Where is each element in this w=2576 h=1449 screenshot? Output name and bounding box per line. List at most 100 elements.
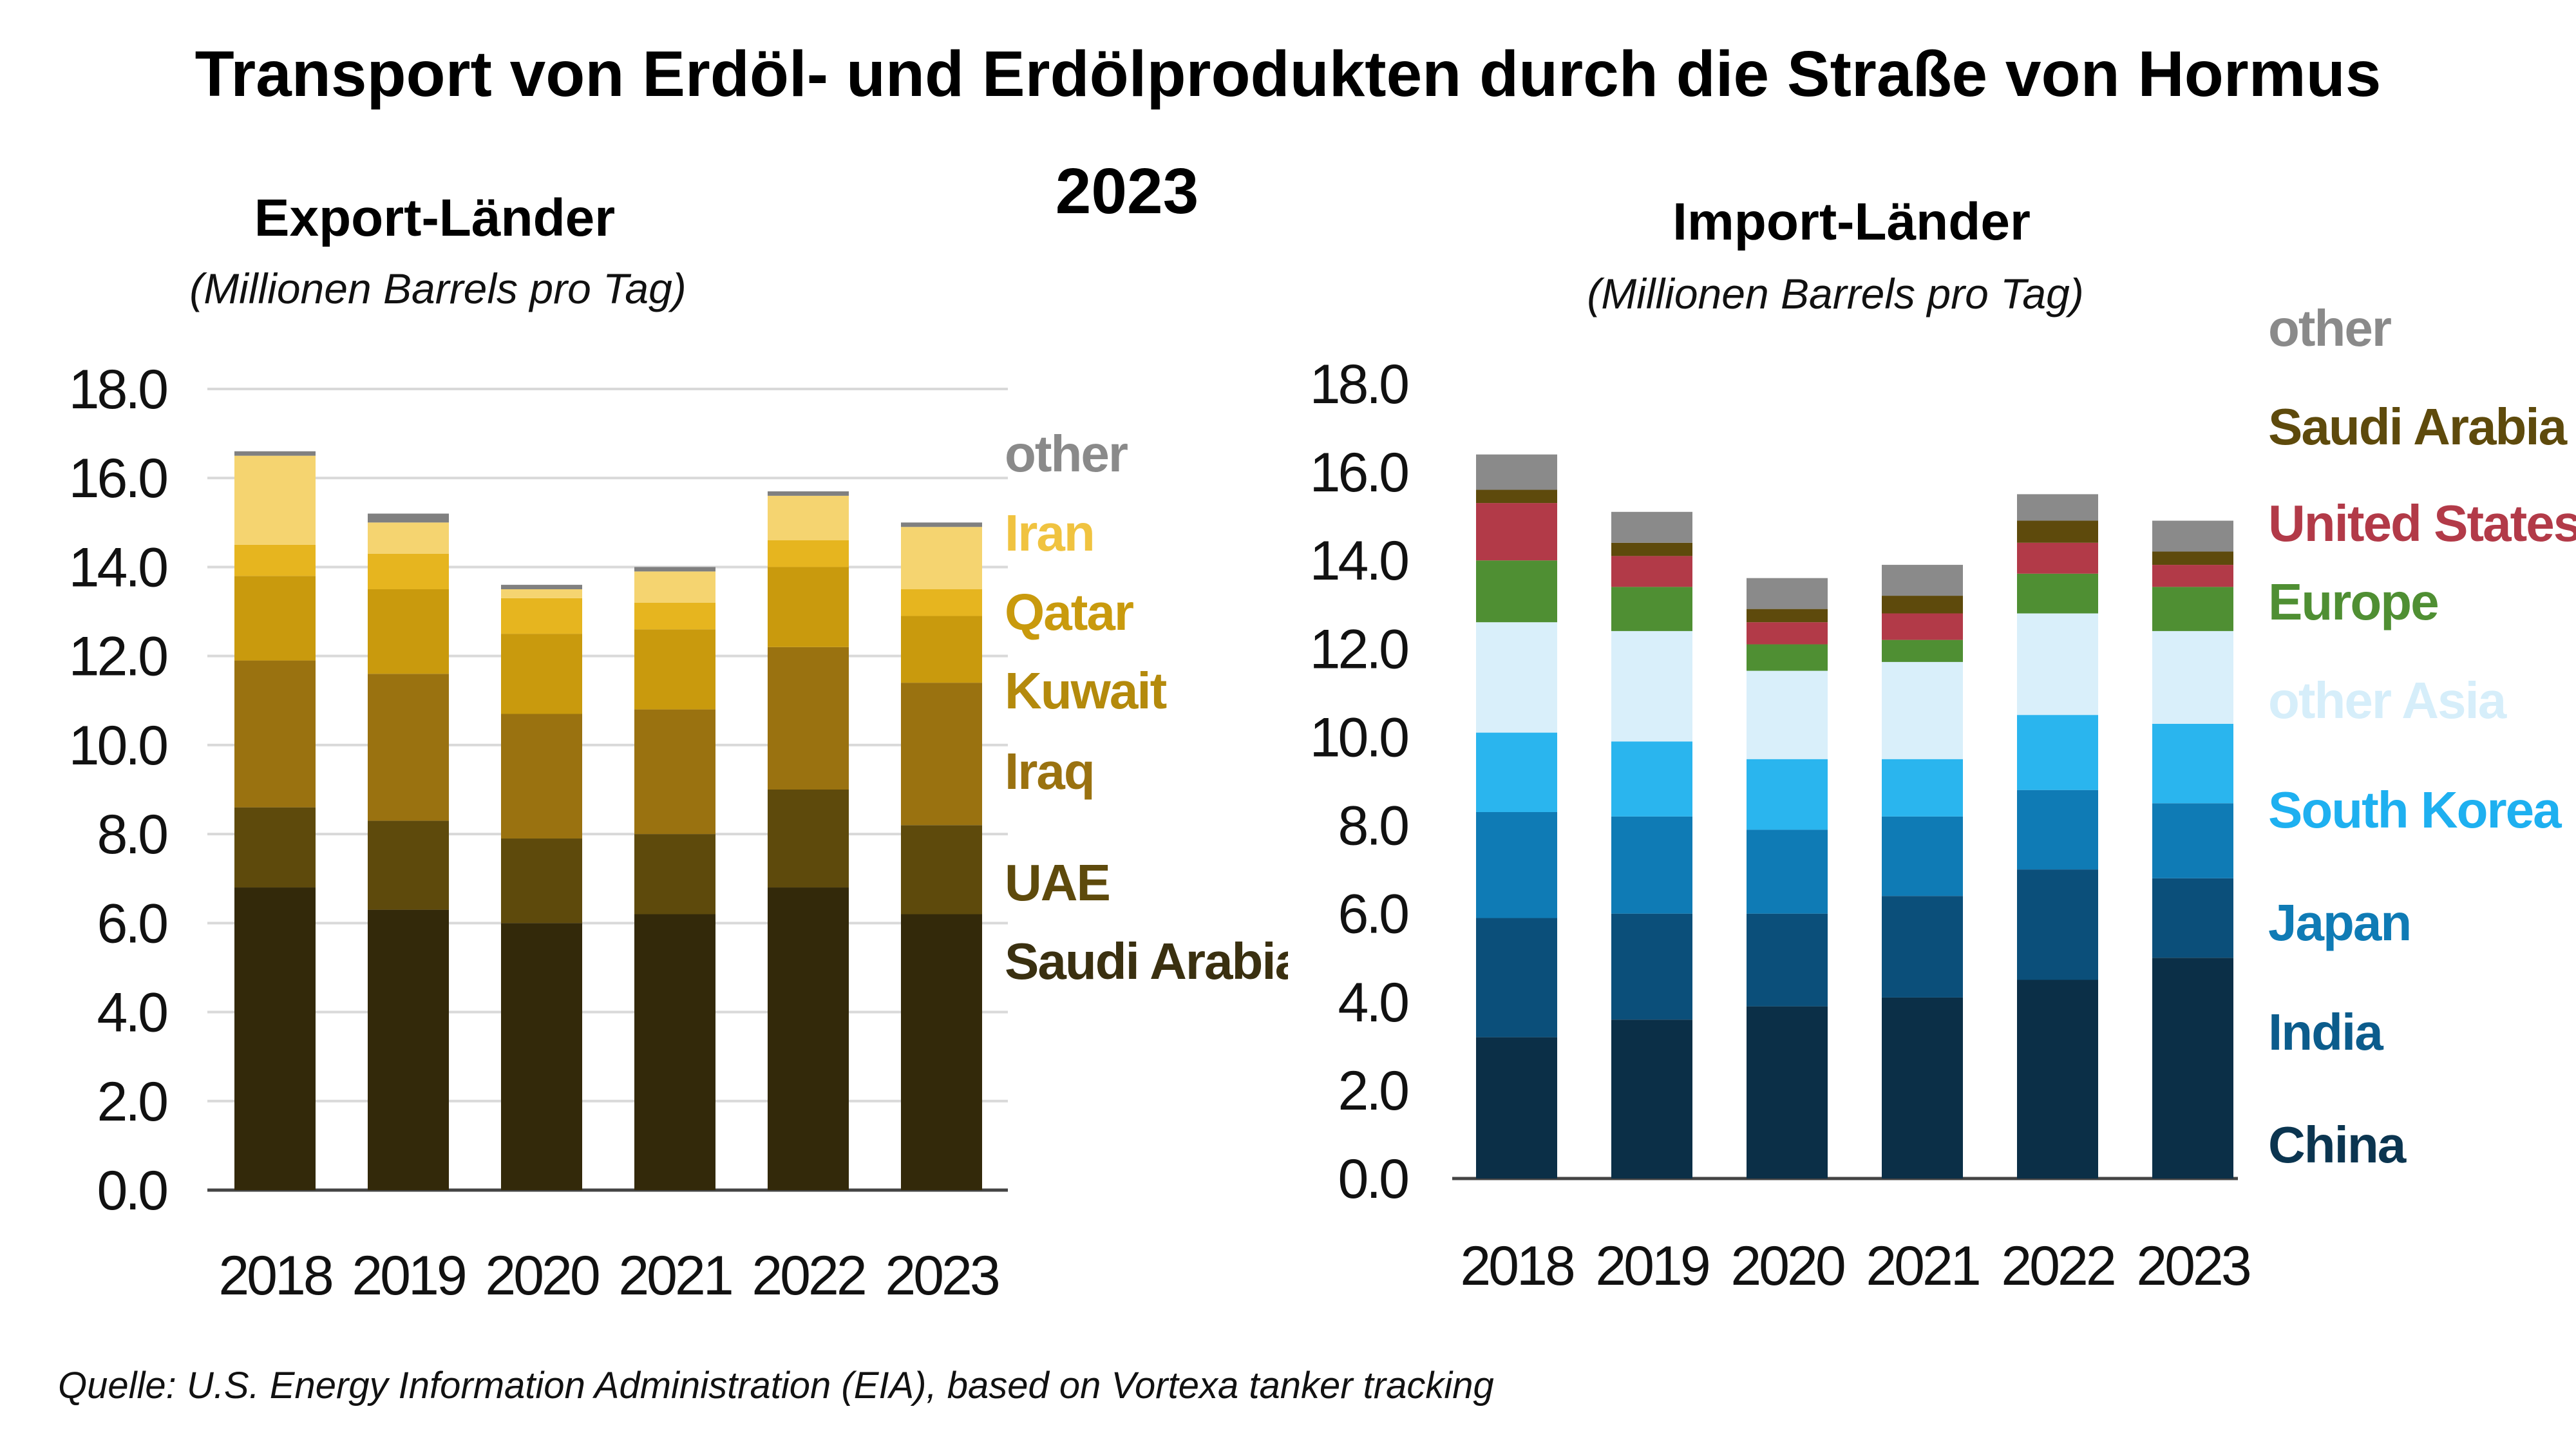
- export-bar-iran-2023: [901, 527, 982, 589]
- export-bar-iraq-2021: [634, 709, 715, 835]
- import-bar-india-2021: [1882, 896, 1963, 998]
- export-bar-other-2019: [368, 513, 449, 523]
- export-x-tick-label: 2019: [352, 1245, 464, 1307]
- import-bar-china-2021: [1882, 997, 1963, 1179]
- import-bar-other-2023: [2152, 520, 2233, 552]
- export-y-tick-label: 2.0: [97, 1071, 167, 1133]
- import-bar-europe-2019: [1611, 587, 1692, 631]
- import-bar-other-2022: [2017, 494, 2098, 521]
- import-bar-other-2019: [1611, 511, 1692, 543]
- import-bar-other-asia-2019: [1611, 630, 1692, 742]
- import-bar-europe-2023: [2152, 587, 2233, 631]
- export-bar-kuwait-2021: [634, 629, 715, 710]
- export-bar-saudi-arabia-2021: [634, 914, 715, 1190]
- export-bar-qatar-2021: [634, 602, 715, 630]
- import-bar-china-2022: [2017, 980, 2098, 1179]
- import-bar-other-asia-2018: [1476, 622, 1557, 733]
- import-bar-saudi-arabia-2023: [2152, 551, 2233, 565]
- import-bar-saudi-arabia-2020: [1747, 609, 1828, 623]
- import-bar-united-states-2023: [2152, 565, 2233, 587]
- export-bar-iran-2018: [234, 455, 316, 545]
- import-x-tick-label: 2019: [1595, 1235, 1708, 1297]
- import-chart: 0.0 2.0 4.0 6.0 8.0 10.0 12.0 14.0 16.0 18.0 2018 2…: [1310, 299, 2576, 1297]
- import-y-tick-label: 8.0: [1338, 795, 1408, 857]
- import-bar-japan-2021: [1882, 816, 1963, 896]
- import-bar-india-2019: [1611, 913, 1692, 1020]
- export-y-tick-label: 16.0: [69, 448, 167, 509]
- import-x-tick-label: 2023: [2136, 1235, 2249, 1297]
- import-chart-title: Import-Länder: [1672, 193, 2031, 251]
- import-y-tick-label: 4.0: [1338, 972, 1408, 1034]
- export-bar-other-2023: [901, 522, 982, 527]
- export-bar-saudi-arabia-2022: [768, 887, 849, 1190]
- import-legend-europe: Europe: [2268, 573, 2438, 630]
- import-x-tick-label: 2022: [2001, 1235, 2114, 1297]
- import-legend-south-korea: South Korea: [2268, 781, 2562, 838]
- import-y-tick-label: 18.0: [1310, 354, 1408, 415]
- import-y-tick-label: 0.0: [1338, 1148, 1408, 1210]
- export-x-tick-label: 2021: [618, 1245, 731, 1307]
- export-bar-iraq-2020: [501, 714, 582, 839]
- import-bar-saudi-arabia-2018: [1476, 489, 1557, 504]
- export-bar-iran-2021: [634, 571, 715, 603]
- import-y-tick-label: 14.0: [1310, 530, 1408, 592]
- export-bar-iraq-2023: [901, 683, 982, 826]
- import-bar-china-2019: [1611, 1019, 1692, 1179]
- export-bar-other-2020: [501, 585, 582, 589]
- export-legend-other: other: [1005, 425, 1128, 482]
- import-bar-south-korea-2018: [1476, 732, 1557, 812]
- import-legend-japan: Japan: [2268, 894, 2410, 951]
- export-legend-iraq: Iraq: [1005, 743, 1094, 800]
- import-bar-japan-2018: [1476, 811, 1557, 918]
- import-bar-japan-2022: [2017, 790, 2098, 870]
- export-bar-qatar-2023: [901, 589, 982, 616]
- export-bar-iraq-2019: [368, 674, 449, 821]
- page-title: Transport von Erdöl- und Erdölprodukten …: [194, 38, 2382, 110]
- export-bar-qatar-2018: [234, 544, 316, 576]
- import-bar-united-states-2022: [2017, 542, 2098, 574]
- import-legend-other: other: [2268, 299, 2391, 357]
- import-bar-other-2018: [1476, 454, 1557, 490]
- export-y-tick-label: 12.0: [69, 626, 167, 688]
- export-legend-qatar: Qatar: [1005, 583, 1133, 641]
- import-chart-subtitle: (Millionen Barrels pro Tag): [1587, 270, 2084, 317]
- export-y-tick-label: 6.0: [97, 893, 167, 954]
- export-y-tick-label: 4.0: [97, 982, 167, 1044]
- import-bar-india-2022: [2017, 869, 2098, 980]
- import-bar-europe-2022: [2017, 573, 2098, 614]
- export-x-tick-label: 2023: [885, 1245, 998, 1307]
- import-bar-south-korea-2019: [1611, 741, 1692, 817]
- export-bar-uae-2018: [234, 807, 316, 888]
- import-bar-other-2020: [1747, 578, 1828, 609]
- import-bar-india-2020: [1747, 913, 1828, 1007]
- export-bar-kuwait-2018: [234, 576, 316, 661]
- import-bar-japan-2020: [1747, 829, 1828, 914]
- export-x-tick-label: 2020: [485, 1245, 598, 1307]
- export-bar-qatar-2022: [768, 540, 849, 567]
- import-bar-other-asia-2023: [2152, 630, 2233, 724]
- export-chart-subtitle: (Millionen Barrels pro Tag): [189, 265, 687, 312]
- import-bar-japan-2019: [1611, 816, 1692, 914]
- export-x-tick-label: 2022: [752, 1245, 864, 1307]
- export-bar-saudi-arabia-2019: [368, 909, 449, 1190]
- export-bar-iraq-2018: [234, 660, 316, 808]
- import-legend-saudi-arabia: Saudi Arabia: [2268, 398, 2568, 455]
- export-bar-qatar-2020: [501, 598, 582, 634]
- import-x-tick-label: 2018: [1460, 1235, 1573, 1297]
- export-chart: 0.0 2.0 4.0 6.0 8.0 10.0 12.0 14.0 16.0 18.0 2018 2…: [69, 359, 1288, 1307]
- page-title-year: 2023: [1055, 155, 1199, 227]
- import-bar-china-2023: [2152, 958, 2233, 1179]
- import-bar-saudi-arabia-2022: [2017, 520, 2098, 543]
- export-bar-uae-2019: [368, 820, 449, 910]
- export-bar-uae-2022: [768, 790, 849, 888]
- import-bar-other-asia-2020: [1747, 670, 1828, 759]
- export-y-tick-label: 14.0: [69, 536, 167, 598]
- import-bar-south-korea-2021: [1882, 759, 1963, 817]
- import-y-tick-label: 6.0: [1338, 884, 1408, 945]
- import-bar-europe-2020: [1747, 644, 1828, 671]
- import-bar-europe-2021: [1882, 639, 1963, 662]
- export-bar-other-2022: [768, 491, 849, 496]
- import-legend-other-asia: other Asia: [2268, 672, 2507, 729]
- export-bar-qatar-2019: [368, 553, 449, 589]
- export-bar-other-2018: [234, 451, 316, 456]
